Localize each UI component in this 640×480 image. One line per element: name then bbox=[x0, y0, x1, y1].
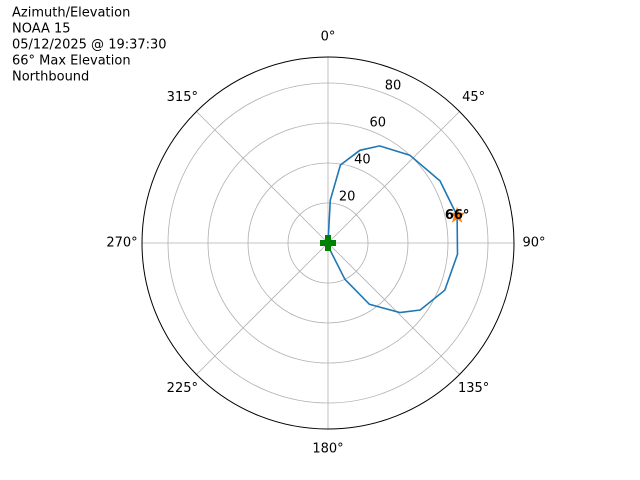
azimuth-tick-label: 135° bbox=[458, 381, 489, 396]
radial-grid-line bbox=[207, 122, 449, 364]
polar-frame bbox=[141, 56, 515, 430]
max-elevation-marker bbox=[448, 206, 466, 223]
azimuth-tick-label: 180° bbox=[312, 442, 343, 457]
max-elevation-label: 66° bbox=[445, 208, 470, 223]
azimuth-grid-line bbox=[327, 111, 460, 244]
azimuth-tick-label: 315° bbox=[167, 90, 198, 105]
start-marker bbox=[320, 235, 336, 251]
radial-tick-label: 40 bbox=[354, 152, 371, 167]
azimuth-grid-line bbox=[327, 242, 460, 375]
title-line: Azimuth/Elevation bbox=[12, 6, 130, 21]
title-line: Northbound bbox=[12, 70, 89, 85]
azimuth-tick-label: 270° bbox=[106, 236, 137, 251]
title-line: NOAA 15 bbox=[12, 22, 71, 37]
radial-tick-label: 60 bbox=[369, 115, 386, 130]
azimuth-tick-label: 45° bbox=[462, 90, 485, 105]
radial-tick-label: 20 bbox=[339, 189, 356, 204]
radial-grid-line bbox=[167, 82, 489, 404]
title-line: 66° Max Elevation bbox=[12, 54, 131, 69]
azimuth-grid-line bbox=[196, 111, 329, 244]
azimuth-grid-line bbox=[196, 242, 329, 375]
azimuth-tick-label: 0° bbox=[321, 30, 336, 45]
radial-grid-line bbox=[287, 202, 369, 284]
radial-grid-line bbox=[247, 162, 409, 324]
radial-tick-label: 80 bbox=[385, 78, 402, 93]
title-line: 05/12/2025 @ 19:37:30 bbox=[12, 38, 167, 53]
azimuth-tick-label: 90° bbox=[522, 236, 545, 251]
pass-track bbox=[327, 145, 459, 314]
azimuth-tick-label: 225° bbox=[167, 381, 198, 396]
